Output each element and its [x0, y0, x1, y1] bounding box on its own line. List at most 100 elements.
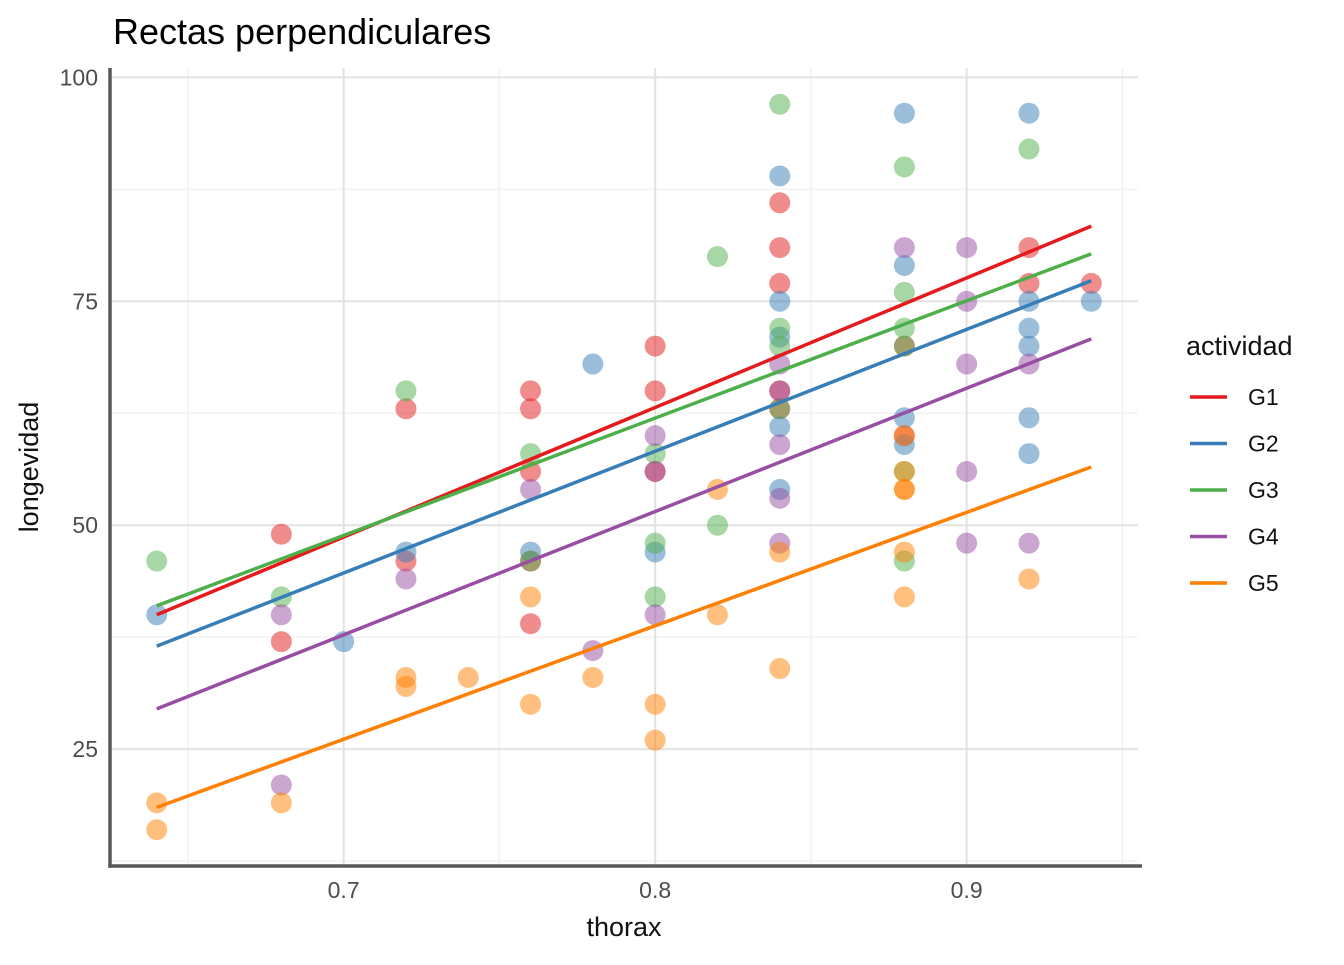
data-point-G3: [1018, 138, 1040, 160]
data-point-G4: [956, 353, 978, 375]
data-point-G2: [1018, 335, 1040, 357]
data-point-G4: [644, 604, 666, 626]
data-point-G4: [956, 532, 978, 554]
x-tick-label: 0.7: [328, 877, 360, 903]
data-point-G5: [520, 693, 542, 715]
regression-line-G2: [156, 279, 1092, 648]
data-point-G4: [395, 568, 417, 590]
data-point-G3: [395, 380, 417, 402]
regression-line-G4: [156, 337, 1092, 711]
data-point-G5: [644, 693, 666, 715]
data-point-G5: [769, 541, 791, 563]
data-point-G5: [893, 541, 915, 563]
legend-item-G4: G4: [1190, 524, 1279, 550]
data-point-G2: [1018, 102, 1040, 124]
x-axis-title: thorax: [586, 912, 662, 942]
data-point-G3: [893, 156, 915, 178]
data-point-G4: [893, 237, 915, 259]
data-point-G3: [146, 550, 168, 572]
gridlines: [110, 68, 1138, 866]
tick-labels: 0.7 0.8 0.9 25 50 75 100: [60, 64, 983, 903]
data-point-G3: [893, 281, 915, 303]
data-point-G2: [1018, 407, 1040, 429]
data-point-G1: [270, 631, 292, 653]
legend-item-G5: G5: [1190, 570, 1279, 596]
data-point-G5: [893, 478, 915, 500]
y-tick-label: 100: [60, 64, 98, 90]
x-tick-label: 0.8: [639, 877, 671, 903]
data-point-G2: [1080, 290, 1102, 312]
y-tick-label: 50: [72, 512, 98, 538]
data-point-G1: [644, 380, 666, 402]
legend-item-label: G5: [1248, 570, 1279, 596]
data-point-G4: [1018, 532, 1040, 554]
plot-title: Rectas perpendiculares: [113, 11, 491, 52]
legend-item-label: G3: [1248, 477, 1279, 503]
regression-line-G5: [156, 465, 1092, 809]
data-point-G4: [270, 604, 292, 626]
regression-line-G3: [156, 252, 1092, 608]
data-point-G1: [1080, 272, 1102, 294]
data-point-G5: [893, 425, 915, 447]
legend-title: actividad: [1186, 331, 1293, 361]
regression-lines: [156, 224, 1092, 809]
data-point-G1: [769, 272, 791, 294]
data-point-G4: [270, 774, 292, 796]
data-point-G4: [769, 380, 791, 402]
data-point-G2: [893, 254, 915, 276]
data-point-G3: [644, 532, 666, 554]
data-point-G1: [395, 398, 417, 420]
data-point-G5: [146, 792, 168, 814]
data-point-G2: [769, 416, 791, 438]
data-point-G4: [769, 434, 791, 456]
data-point-G3: [644, 586, 666, 608]
data-point-G5: [706, 604, 728, 626]
data-point-G1: [520, 613, 542, 635]
data-point-G2: [769, 290, 791, 312]
axis-lines: [108, 68, 1142, 868]
data-point-G1: [270, 523, 292, 545]
data-point-G5: [582, 666, 604, 688]
data-point-G5: [270, 792, 292, 814]
data-point-G3: [769, 317, 791, 339]
legend-item-G1: G1: [1190, 384, 1279, 410]
data-point-G1: [644, 335, 666, 357]
data-point-G5: [1018, 568, 1040, 590]
legend-item-label: G1: [1248, 384, 1279, 410]
data-point-G4: [644, 425, 666, 447]
data-point-G3: [769, 335, 791, 357]
data-point-G5: [395, 675, 417, 697]
data-point-G5: [457, 666, 479, 688]
data-point-G2: [1018, 443, 1040, 465]
data-point-G5: [146, 819, 168, 841]
regression-line-G1: [156, 224, 1092, 617]
data-point-G3: [706, 514, 728, 536]
x-tick-label: 0.9: [951, 877, 983, 903]
data-point-G2: [582, 353, 604, 375]
data-point-G5: [644, 729, 666, 751]
data-point-G4: [956, 237, 978, 259]
legend-item-G2: G2: [1190, 431, 1279, 457]
data-point-G1: [769, 237, 791, 259]
data-point-G4: [520, 478, 542, 500]
data-points: [146, 93, 1102, 841]
y-tick-label: 75: [72, 288, 98, 314]
legend: G1 G2 G3 G4 G5: [1190, 384, 1279, 596]
legend-item-label: G4: [1248, 524, 1279, 550]
legend-item-G3: G3: [1190, 477, 1279, 503]
data-point-G2: [1018, 317, 1040, 339]
data-point-G2: [893, 102, 915, 124]
data-point-G4: [644, 460, 666, 482]
data-point-G4: [956, 460, 978, 482]
data-point-G5: [893, 460, 915, 482]
data-point-G5: [769, 658, 791, 680]
legend-item-label: G2: [1248, 431, 1279, 457]
data-point-G1: [769, 192, 791, 214]
data-point-G3: [769, 93, 791, 115]
data-point-G2: [769, 165, 791, 187]
data-point-G3: [706, 246, 728, 268]
data-point-G5: [520, 586, 542, 608]
y-axis-title: longevidad: [14, 402, 44, 533]
